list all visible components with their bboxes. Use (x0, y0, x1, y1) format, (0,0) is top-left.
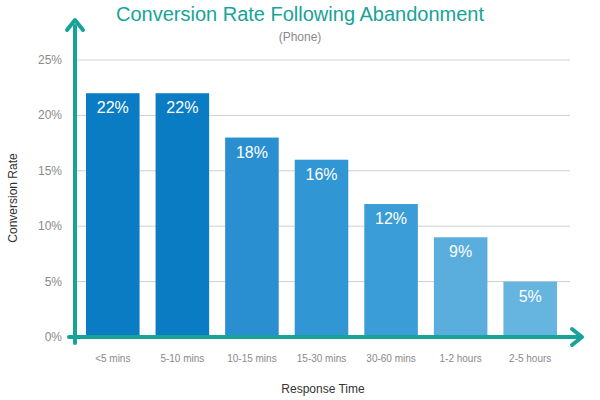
subtitle: (Phone) (279, 30, 322, 44)
y-tick-label: 10% (38, 219, 62, 233)
title: Conversion Rate Following Abandonment (116, 3, 484, 25)
y-tick-label: 25% (38, 53, 62, 67)
bars (86, 93, 557, 337)
y-axis-label: Conversion Rate (6, 153, 20, 243)
data-label: 22% (97, 99, 129, 116)
x-tick-label: 10-15 mins (227, 353, 276, 364)
data-labels: 22% 22% 18% 16% 12% 9% 5% (97, 99, 542, 304)
y-tick-label: 5% (45, 275, 63, 289)
y-axis-arrow (67, 20, 83, 30)
y-tick-label: 0% (45, 330, 63, 344)
bar (503, 282, 557, 337)
data-label: 16% (305, 166, 337, 183)
x-tick-label: <5 mins (95, 353, 130, 364)
x-tick-label: 5-10 mins (160, 353, 204, 364)
bar (434, 237, 488, 337)
bar (156, 93, 210, 337)
data-label: 18% (236, 144, 268, 161)
y-tick-label: 15% (38, 164, 62, 178)
x-tick-label: 1-2 hours (440, 353, 482, 364)
bar (86, 93, 140, 337)
grid-line (75, 60, 570, 61)
chart: Conversion Rate Following Abandonment (Ph… (0, 0, 600, 400)
x-tick-label: 15-30 mins (297, 353, 346, 364)
data-label: 9% (449, 243, 472, 260)
bar (225, 138, 279, 337)
bar (295, 160, 349, 337)
grid-line (75, 115, 570, 116)
y-tick-label: 20% (38, 108, 62, 122)
x-tick-label: 2-5 hours (509, 353, 551, 364)
data-label: 22% (166, 99, 198, 116)
y-axis (73, 26, 77, 343)
x-axis (69, 335, 578, 339)
data-label: 12% (375, 210, 407, 227)
bar (364, 204, 418, 337)
x-axis-label: Response Time (281, 382, 365, 396)
data-label: 5% (519, 288, 542, 305)
x-axis-arrow (572, 329, 582, 345)
x-tick-label: 30-60 mins (366, 353, 415, 364)
